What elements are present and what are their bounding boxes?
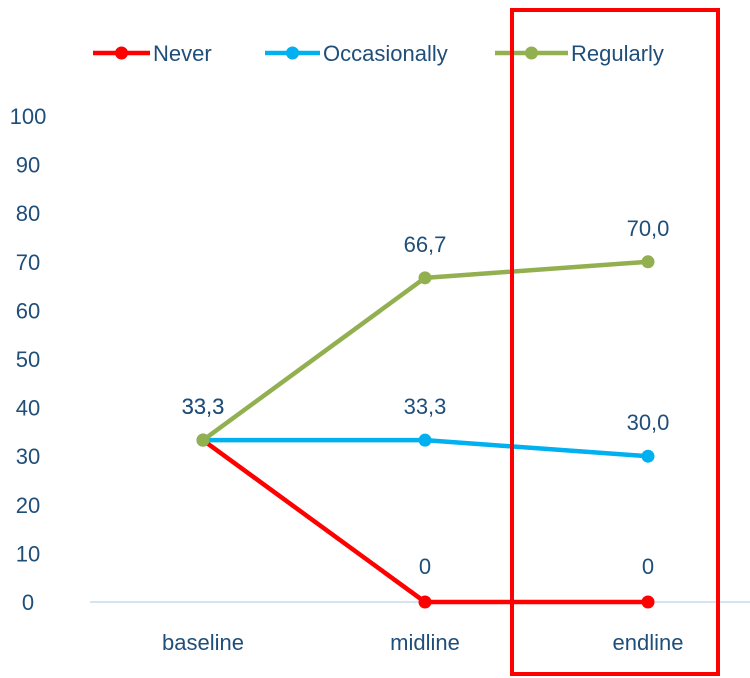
y-tick-label: 90 <box>16 153 40 178</box>
legend-label-never: Never <box>153 41 212 66</box>
x-axis: baseline midline endline <box>90 601 750 655</box>
y-tick-label: 70 <box>16 250 40 275</box>
data-point-occasionally <box>418 433 432 447</box>
legend: Never Occasionally Regularly <box>93 41 664 66</box>
legend-marker-never <box>115 46 128 60</box>
y-tick-label: 0 <box>22 590 34 615</box>
data-point-regularly <box>196 433 210 447</box>
y-tick-label: 80 <box>16 201 40 226</box>
y-axis: 0 10 20 30 40 50 60 70 80 90 100 <box>10 104 47 615</box>
y-tick-label: 40 <box>16 396 40 421</box>
data-point-regularly <box>418 271 432 285</box>
data-label: 33,3 <box>182 394 225 419</box>
endline-highlight-box <box>510 8 720 676</box>
y-tick-label: 30 <box>16 444 40 469</box>
legend-label-occasionally: Occasionally <box>323 41 448 66</box>
legend-marker-regularly <box>525 46 538 60</box>
data-label: 66,7 <box>404 232 447 257</box>
y-tick-label: 100 <box>10 104 47 129</box>
data-point-never <box>418 595 432 609</box>
data-point-regularly <box>641 255 655 269</box>
data-point-never <box>641 595 655 609</box>
legend-label-regularly: Regularly <box>571 41 664 66</box>
data-point-occasionally <box>641 449 655 463</box>
y-tick-label: 50 <box>16 347 40 372</box>
x-tick-label: endline <box>613 630 684 655</box>
data-labels: 0 033,3 33,330,033,366,770,0 <box>182 216 670 579</box>
series-lines <box>196 255 655 609</box>
data-label: 33,3 <box>404 394 447 419</box>
data-label: 33,3 <box>182 394 225 419</box>
x-tick-label: baseline <box>162 630 244 655</box>
data-label: 0 <box>419 554 431 579</box>
highlight <box>510 8 720 676</box>
data-label: 30,0 <box>627 410 670 435</box>
data-label: 0 <box>642 554 654 579</box>
legend-marker-occasionally <box>286 46 299 60</box>
y-tick-label: 60 <box>16 298 40 323</box>
x-tick-label: midline <box>390 630 460 655</box>
data-label: 70,0 <box>627 216 670 241</box>
y-tick-label: 20 <box>16 493 40 518</box>
y-tick-label: 10 <box>16 541 40 566</box>
